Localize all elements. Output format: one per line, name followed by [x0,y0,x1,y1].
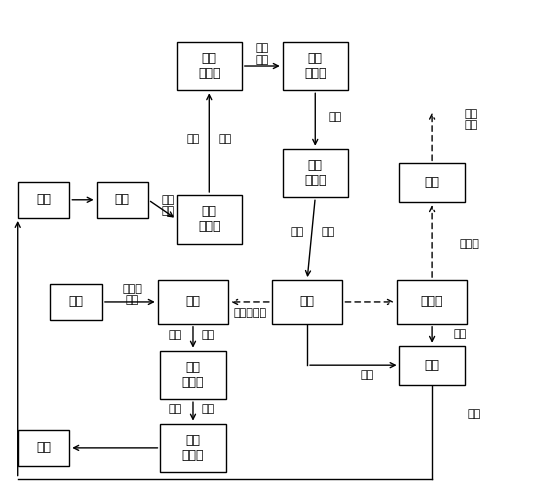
Text: 称重
配比: 称重 配比 [162,195,175,216]
Bar [177,195,242,244]
Bar [283,42,348,91]
Bar [283,149,348,197]
Text: 收集: 收集 [454,329,467,338]
Text: 飞灰: 飞灰 [424,359,440,371]
Text: 回用: 回用 [467,409,481,419]
Text: 烟囱: 烟囱 [424,176,440,189]
Text: 沉积: 沉积 [360,370,373,380]
Text: 回转
冷却筒: 回转 冷却筒 [182,361,204,389]
Text: 单轴
搅拌机: 单轴 搅拌机 [198,205,221,233]
Text: 引风机: 引风机 [460,239,479,248]
Text: 成型: 成型 [322,227,335,237]
Text: 分级
筛选机: 分级 筛选机 [182,434,204,462]
Bar [160,424,226,472]
Text: 达标
排放: 达标 排放 [464,109,478,130]
Text: 自然: 自然 [169,404,182,414]
Bar [400,346,464,385]
Bar [97,182,148,218]
Text: 混匀: 混匀 [219,134,232,144]
Bar [18,430,69,466]
Bar [400,163,464,202]
Text: 除尘房: 除尘房 [421,295,444,308]
Bar [51,284,102,320]
Text: 鼓风机
喷入: 鼓风机 喷入 [122,284,142,306]
Bar [18,182,69,218]
Text: 磷秤: 磷秤 [115,193,130,206]
Text: 挤压: 挤压 [290,227,303,237]
Text: 陶粒: 陶粒 [201,330,215,339]
Text: 双筒回转窑: 双筒回转窑 [233,308,267,318]
Bar [177,42,242,91]
Text: 粉碎: 粉碎 [187,134,200,144]
Text: 窑头: 窑头 [186,295,200,308]
Bar [158,280,228,324]
Bar [397,280,467,324]
Text: 双轴
搅拌机: 双轴 搅拌机 [198,52,221,80]
Text: 粉碎
混匀: 粉碎 混匀 [256,43,269,64]
Bar [160,351,226,399]
Text: 对辊
造粒机: 对辊 造粒机 [304,159,327,187]
Text: 窑尾: 窑尾 [300,295,315,308]
Text: 细化: 细化 [329,112,342,122]
Text: 冷却: 冷却 [201,404,215,414]
Text: 原料: 原料 [36,193,51,206]
Text: 轻质: 轻质 [169,330,182,339]
Text: 双辊
轮碾机: 双辊 轮碾机 [304,52,327,80]
Text: 燃料: 燃料 [69,295,83,308]
Text: 入库: 入库 [36,441,51,455]
Bar [272,280,343,324]
